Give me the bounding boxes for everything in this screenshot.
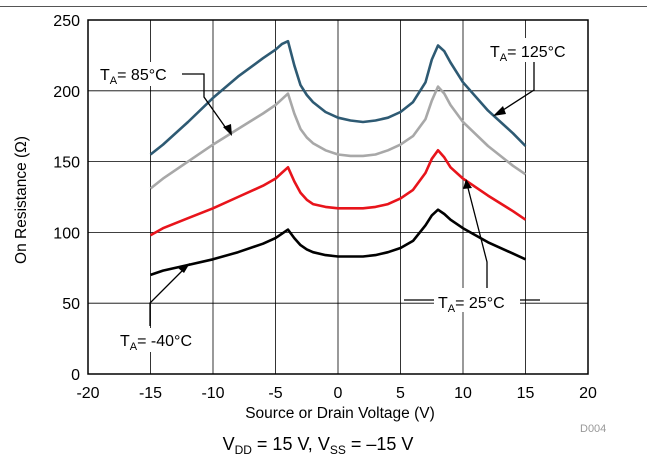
y-tick-label: 150: [53, 155, 80, 172]
x-tick-label: -10: [201, 385, 224, 402]
series-layer: [149, 39, 527, 277]
label-85c: TA= 85°C: [100, 67, 167, 87]
y-tick-label: 0: [71, 367, 80, 384]
arrow-85c: [182, 73, 229, 132]
label-bg-m40c: [112, 328, 208, 352]
y-tick-label: 100: [53, 225, 80, 242]
series-line: [149, 149, 527, 237]
x-tick-label: -15: [139, 385, 162, 402]
arrow-25c-a: [467, 187, 488, 300]
series-line: [150, 208, 527, 277]
x-tick-label: 5: [396, 385, 405, 402]
x-tick-label: 20: [579, 385, 597, 402]
plot-frame: [87, 19, 589, 375]
label-bg-85c: [96, 62, 182, 86]
y-axis-title: On Resistance (Ω): [13, 136, 30, 264]
top-rule: [0, 6, 647, 7]
x-tick-label: 10: [454, 385, 472, 402]
label-25c: TA= 25°C: [438, 295, 505, 315]
x-tick-label: -20: [76, 385, 99, 402]
label-m40c: TA= -40°C: [120, 333, 192, 353]
arrow-25c-a-head: [463, 179, 472, 189]
label-bg-25c: [434, 288, 520, 312]
x-tick-label: 15: [517, 385, 535, 402]
y-tick-label: 200: [53, 84, 80, 101]
x-tick-label: 0: [334, 385, 343, 402]
arrow-125c-head: [493, 106, 506, 116]
label-bg-125c: [484, 38, 582, 62]
x-tick-label: -5: [268, 385, 282, 402]
x-axis-title: Source or Drain Voltage (V): [245, 405, 435, 422]
figure-id: D004: [580, 423, 606, 435]
y-tick-label: 50: [62, 296, 80, 313]
series-line: [149, 39, 527, 156]
series-line: [149, 85, 527, 190]
arrow-85c-head: [223, 124, 232, 136]
y-tick-label: 250: [53, 13, 80, 30]
annotation-arrows: [149, 49, 545, 326]
label-125c: TA= 125°C: [490, 44, 566, 64]
arrow-m40c-head: [178, 263, 190, 273]
test-conditions: VDD = 15 V, VSS = –15 V: [223, 434, 414, 457]
arrow-m40c: [149, 269, 184, 326]
